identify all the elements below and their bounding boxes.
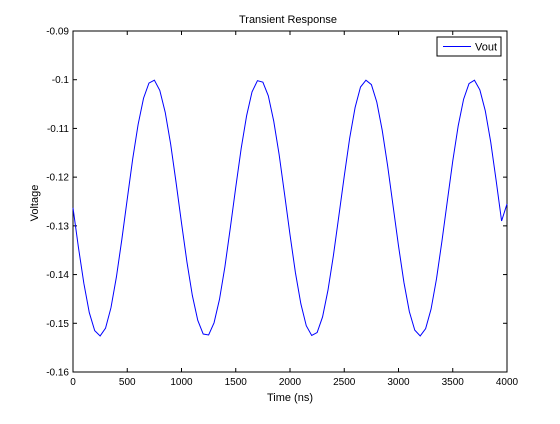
x-axis-label: Time (ns)	[267, 392, 313, 404]
y-tick-label: -0.12	[46, 173, 69, 184]
x-tick-label: 3000	[387, 377, 410, 388]
y-tick-label: -0.1	[52, 75, 70, 86]
chart-title: Transient Response	[239, 14, 337, 26]
y-axis-ticks: -0.16 -0.15 -0.14 -0.13 -0.12 -0.11 -0.1 -0.09	[46, 27, 507, 379]
y-tick-label: -0.09	[46, 27, 69, 38]
x-tick-label: 3500	[442, 377, 465, 388]
series-line-vout	[72, 79, 508, 337]
y-tick-label: -0.14	[46, 270, 69, 281]
y-axis-label: Voltage	[29, 185, 41, 222]
x-tick-label: 0	[70, 377, 76, 388]
x-tick-label: 500	[119, 377, 136, 388]
x-tick-label: 2000	[279, 377, 302, 388]
y-tick-label: -0.13	[46, 221, 69, 232]
y-tick-label: -0.16	[46, 368, 69, 379]
x-tick-label: 1500	[225, 377, 248, 388]
legend: Vout	[436, 36, 502, 57]
y-tick-label: -0.11	[47, 124, 69, 135]
x-tick-label: 2500	[333, 377, 356, 388]
x-axis-ticks: 0 500 1000 1500 2000 2500 3000 3500 4000	[70, 31, 519, 388]
legend-label-vout: Vout	[475, 42, 497, 54]
y-tick-label: -0.15	[46, 319, 69, 330]
plot-frame	[72, 30, 508, 373]
x-tick-label: 1000	[170, 377, 193, 388]
x-tick-label: 4000	[496, 377, 519, 388]
